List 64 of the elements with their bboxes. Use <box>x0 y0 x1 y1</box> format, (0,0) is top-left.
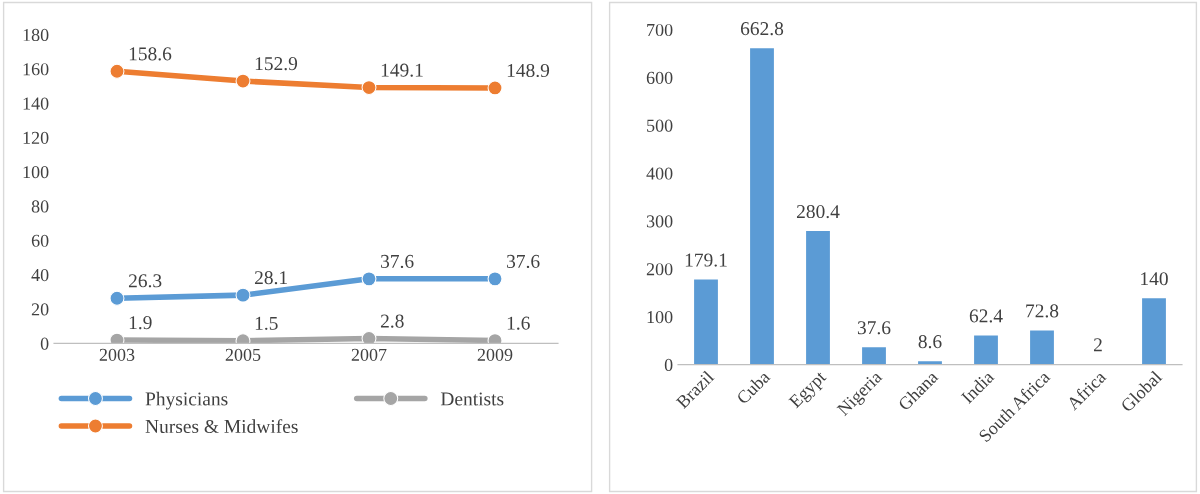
y-tick-label: 60 <box>31 234 49 247</box>
data-label: 37.6 <box>507 254 540 269</box>
y-tick-label: 100 <box>647 310 673 324</box>
y-tick-label: 600 <box>646 71 673 84</box>
point <box>361 271 377 287</box>
data-label: 179.1 <box>685 253 727 267</box>
point <box>109 63 125 79</box>
data-label: 662.8 <box>740 22 784 36</box>
y-tick-label: 200 <box>646 263 673 276</box>
bar <box>692 278 720 365</box>
data-label: 158.6 <box>129 47 172 61</box>
y-tick-label: 100 <box>23 166 49 179</box>
data-label: 72.8 <box>1026 304 1059 318</box>
legend-label: Dentists <box>440 392 504 406</box>
x-tick-label: Cuba <box>735 369 771 405</box>
point <box>361 80 377 96</box>
y-tick-label: 120 <box>23 131 49 144</box>
data-label: 148.9 <box>507 63 550 78</box>
data-label: 26.3 <box>128 274 162 288</box>
point <box>487 271 503 287</box>
data-label: 1.6 <box>507 316 530 330</box>
data-label: 1.5 <box>255 316 278 330</box>
x-tick-label: 2003 <box>99 348 135 361</box>
x-tick-label: 2007 <box>351 348 387 361</box>
data-label: 37.6 <box>857 321 891 335</box>
x-tick-label: 2009 <box>477 348 513 361</box>
y-tick-label: 0 <box>40 337 49 350</box>
x-tick-label: 2005 <box>225 348 261 361</box>
bar <box>804 229 832 365</box>
legend-label: Nurses & Midwifes <box>145 419 298 434</box>
data-label: 8.6 <box>918 335 942 349</box>
bar <box>748 46 776 365</box>
y-tick-label: 700 <box>647 23 673 37</box>
y-tick-label: 300 <box>646 215 673 228</box>
y-tick-label: 20 <box>31 303 49 316</box>
y-tick-label: 500 <box>647 119 673 132</box>
point <box>361 331 377 344</box>
point <box>109 290 125 306</box>
data-label: 28.1 <box>254 271 287 285</box>
data-label: 152.9 <box>255 57 298 71</box>
data-label: 37.6 <box>381 254 414 269</box>
legend-label: Physicians <box>145 391 228 410</box>
y-tick-label: 40 <box>31 268 49 282</box>
bar <box>860 345 888 365</box>
data-label: 2 <box>1093 338 1102 352</box>
x-tick-label: India <box>960 369 995 405</box>
data-label: 149.1 <box>381 63 423 77</box>
bar <box>1140 296 1168 365</box>
data-label: 62.4 <box>969 309 1003 323</box>
data-label: 1.9 <box>129 316 152 330</box>
y-tick-label: 180 <box>23 28 49 42</box>
bar <box>972 334 1000 365</box>
y-tick-label: 400 <box>646 167 673 180</box>
bar <box>1028 329 1056 365</box>
y-tick-label: 80 <box>31 200 49 213</box>
point <box>235 287 251 303</box>
y-tick-label: 160 <box>23 63 49 76</box>
point <box>487 80 503 96</box>
y-tick-label: 0 <box>664 358 673 372</box>
data-label: 2.8 <box>380 314 404 328</box>
point <box>235 73 251 89</box>
data-label: 280.4 <box>796 205 840 219</box>
data-label: 140 <box>1141 272 1168 286</box>
y-tick-label: 140 <box>23 97 49 110</box>
